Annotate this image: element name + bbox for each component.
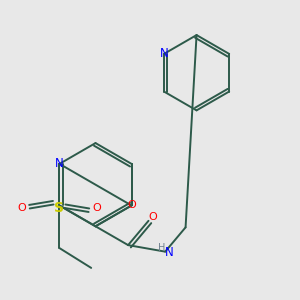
Text: H: H bbox=[158, 243, 165, 253]
Text: N: N bbox=[55, 158, 64, 170]
Text: O: O bbox=[17, 203, 26, 214]
Text: S: S bbox=[55, 202, 64, 215]
Text: O: O bbox=[127, 200, 136, 211]
Text: N: N bbox=[160, 47, 168, 60]
Text: O: O bbox=[93, 203, 101, 214]
Text: N: N bbox=[165, 246, 174, 259]
Text: O: O bbox=[148, 212, 157, 222]
